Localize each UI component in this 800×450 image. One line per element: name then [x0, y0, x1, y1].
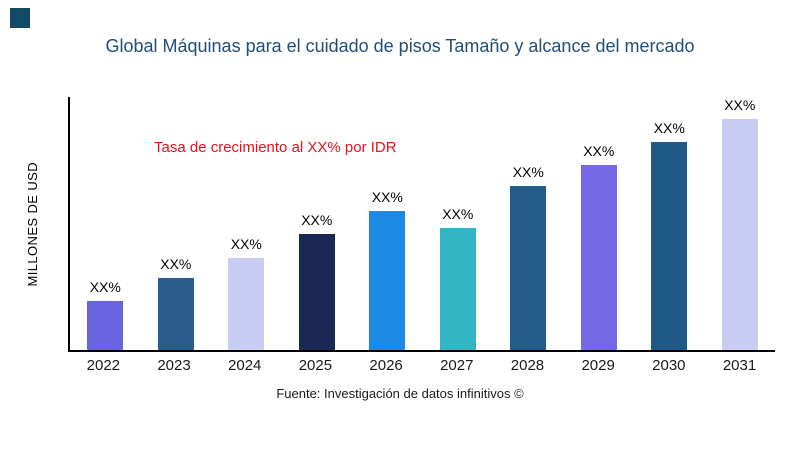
bar-value-label: XX% — [512, 164, 544, 180]
bar-2028 — [510, 186, 547, 350]
bar-value-label: XX% — [160, 256, 192, 272]
bar-2025 — [298, 234, 335, 350]
bar-group: XX% — [634, 120, 705, 350]
bar-group: XX% — [423, 206, 494, 350]
chart-title: Global Máquinas para el cuidado de pisos… — [105, 36, 695, 56]
y-axis-label: MILLONES DE USD — [24, 162, 40, 287]
x-tick-2023: 2023 — [157, 357, 191, 374]
bar-2023 — [157, 278, 194, 350]
bars-container: XX% XX% XX% XX% XX% XX% XX% XX% XX% XX% — [70, 97, 775, 350]
bar-group: XX% — [211, 236, 282, 350]
y-axis-label-wrap: MILLONES DE USD — [12, 97, 52, 352]
x-tick-2028: 2028 — [510, 357, 545, 374]
bar-2022 — [87, 301, 124, 350]
bar-group: XX% — [282, 212, 353, 350]
x-tick-2026: 2026 — [369, 357, 403, 374]
x-tick-2022: 2022 — [86, 357, 121, 374]
x-tick-2024: 2024 — [228, 357, 262, 374]
plot-area: Tasa de crecimiento al XX% por IDR XX% XX… — [68, 97, 775, 352]
bar-2027 — [439, 228, 476, 350]
bar-group: XX% — [141, 256, 212, 350]
bar-2031 — [721, 119, 758, 350]
bar-value-label: XX% — [653, 120, 685, 136]
bar-2024 — [228, 258, 265, 350]
x-tick-2027: 2027 — [440, 357, 474, 374]
brand-corner-square — [10, 8, 30, 28]
bar-2029 — [580, 165, 617, 350]
bar-2030 — [651, 142, 688, 350]
bar-value-label: XX% — [230, 236, 262, 252]
bar-value-label: XX% — [301, 212, 333, 228]
x-tick-2031: 2031 — [722, 357, 757, 374]
x-tick-2025: 2025 — [298, 357, 333, 374]
x-axis-labels: 2022 2023 2024 2025 2026 2027 2028 2029 2030 2031 — [68, 357, 775, 374]
bar-value-label: XX% — [89, 279, 121, 295]
bar-group: XX% — [352, 189, 423, 350]
bar-value-label: XX% — [583, 143, 615, 159]
bar-value-label: XX% — [371, 189, 403, 205]
bar-group: XX% — [493, 164, 564, 350]
x-tick-2029: 2029 — [581, 357, 615, 374]
bar-value-label: XX% — [724, 97, 756, 113]
source-caption: Fuente: Investigación de datos infinitiv… — [276, 386, 524, 401]
growth-rate-annotation: Tasa de crecimiento al XX% por IDR — [154, 139, 397, 156]
bar-group: XX% — [564, 143, 635, 350]
bar-value-label: XX% — [442, 206, 474, 222]
bar-group: XX% — [705, 97, 776, 350]
bar-group: XX% — [70, 279, 141, 350]
x-tick-2030: 2030 — [652, 357, 686, 374]
bar-2026 — [369, 211, 406, 350]
